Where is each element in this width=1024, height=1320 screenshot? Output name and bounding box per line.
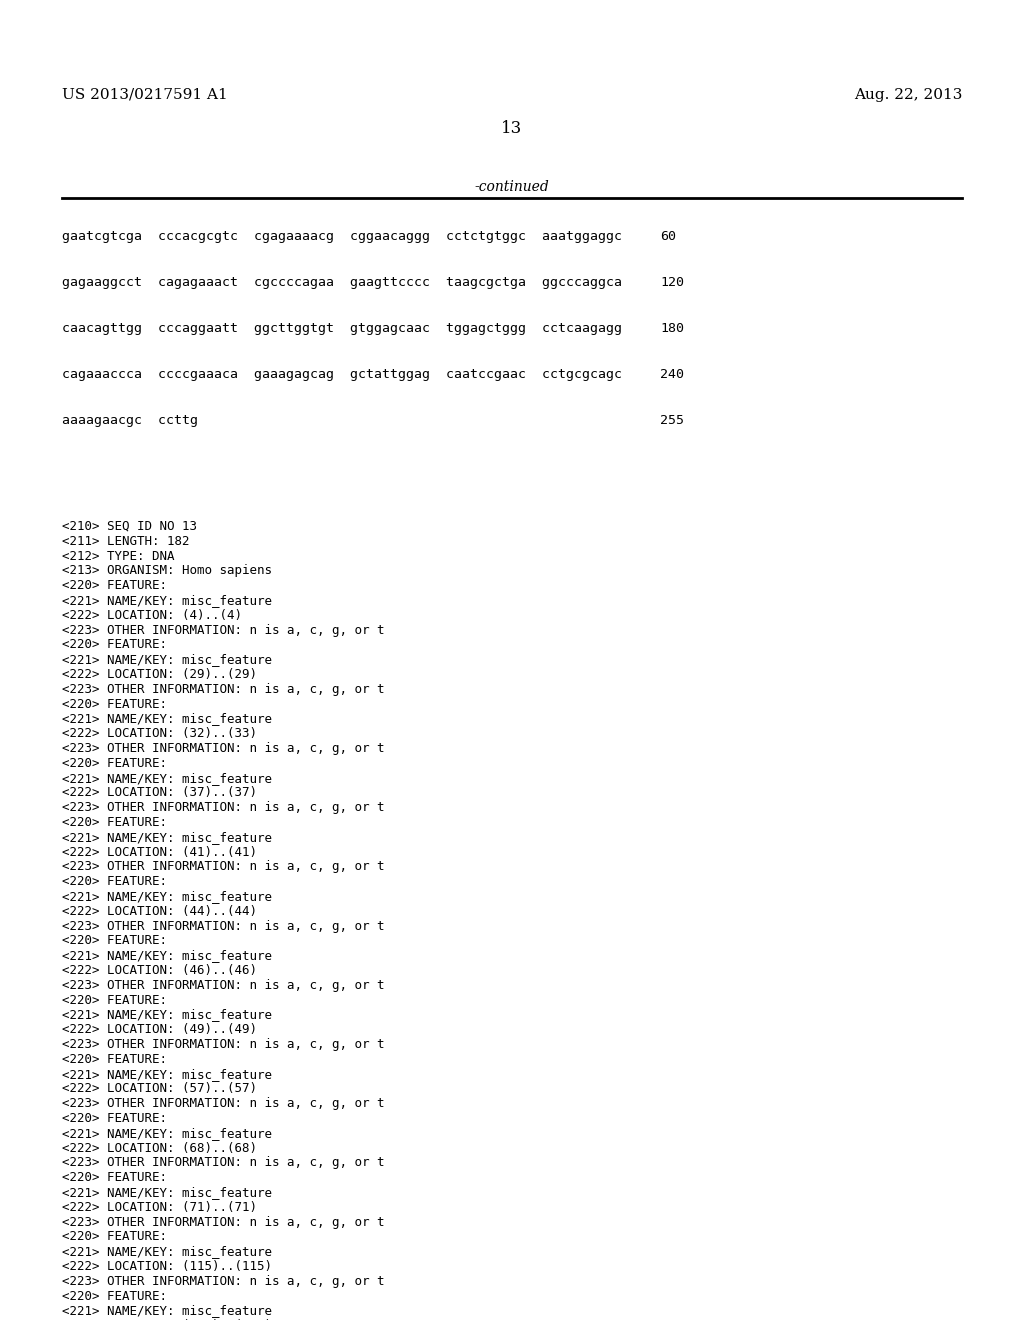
Text: <210> SEQ ID NO 13: <210> SEQ ID NO 13 [62,520,197,533]
Text: 180: 180 [660,322,684,335]
Text: <223> OTHER INFORMATION: n is a, c, g, or t: <223> OTHER INFORMATION: n is a, c, g, o… [62,623,384,636]
Text: <223> OTHER INFORMATION: n is a, c, g, or t: <223> OTHER INFORMATION: n is a, c, g, o… [62,920,384,933]
Text: 240: 240 [660,368,684,381]
Text: <222> LOCATION: (57)..(57): <222> LOCATION: (57)..(57) [62,1082,257,1096]
Text: <220> FEATURE:: <220> FEATURE: [62,1111,167,1125]
Text: <222> LOCATION: (4)..(4): <222> LOCATION: (4)..(4) [62,609,242,622]
Text: aaaagaacgc  ccttg: aaaagaacgc ccttg [62,414,198,426]
Text: <221> NAME/KEY: misc_feature: <221> NAME/KEY: misc_feature [62,653,272,667]
Text: <222> LOCATION: (46)..(46): <222> LOCATION: (46)..(46) [62,964,257,977]
Text: <222> LOCATION: (71)..(71): <222> LOCATION: (71)..(71) [62,1201,257,1214]
Text: <220> FEATURE:: <220> FEATURE: [62,994,167,1007]
Text: <220> FEATURE:: <220> FEATURE: [62,579,167,593]
Text: <221> NAME/KEY: misc_feature: <221> NAME/KEY: misc_feature [62,1304,272,1317]
Text: <223> OTHER INFORMATION: n is a, c, g, or t: <223> OTHER INFORMATION: n is a, c, g, o… [62,1097,384,1110]
Text: <221> NAME/KEY: misc_feature: <221> NAME/KEY: misc_feature [62,949,272,962]
Text: <221> NAME/KEY: misc_feature: <221> NAME/KEY: misc_feature [62,594,272,607]
Text: <223> OTHER INFORMATION: n is a, c, g, or t: <223> OTHER INFORMATION: n is a, c, g, o… [62,861,384,874]
Text: <221> NAME/KEY: misc_feature: <221> NAME/KEY: misc_feature [62,1185,272,1199]
Text: <222> LOCATION: (49)..(49): <222> LOCATION: (49)..(49) [62,1023,257,1036]
Text: US 2013/0217591 A1: US 2013/0217591 A1 [62,88,227,102]
Text: Aug. 22, 2013: Aug. 22, 2013 [854,88,962,102]
Text: <220> FEATURE:: <220> FEATURE: [62,1171,167,1184]
Text: -continued: -continued [475,180,549,194]
Text: <221> NAME/KEY: misc_feature: <221> NAME/KEY: misc_feature [62,1245,272,1258]
Text: <222> LOCATION: (37)..(37): <222> LOCATION: (37)..(37) [62,787,257,800]
Text: <220> FEATURE:: <220> FEATURE: [62,875,167,888]
Text: 13: 13 [502,120,522,137]
Text: <221> NAME/KEY: misc_feature: <221> NAME/KEY: misc_feature [62,1127,272,1139]
Text: <221> NAME/KEY: misc_feature: <221> NAME/KEY: misc_feature [62,830,272,843]
Text: <221> NAME/KEY: misc_feature: <221> NAME/KEY: misc_feature [62,890,272,903]
Text: <222> LOCATION: (32)..(33): <222> LOCATION: (32)..(33) [62,727,257,741]
Text: <222> LOCATION: (44)..(44): <222> LOCATION: (44)..(44) [62,904,257,917]
Text: <220> FEATURE:: <220> FEATURE: [62,697,167,710]
Text: <222> LOCATION: (41)..(41): <222> LOCATION: (41)..(41) [62,846,257,858]
Text: <223> OTHER INFORMATION: n is a, c, g, or t: <223> OTHER INFORMATION: n is a, c, g, o… [62,801,384,814]
Text: <220> FEATURE:: <220> FEATURE: [62,816,167,829]
Text: <223> OTHER INFORMATION: n is a, c, g, or t: <223> OTHER INFORMATION: n is a, c, g, o… [62,1275,384,1288]
Text: <220> FEATURE:: <220> FEATURE: [62,1230,167,1243]
Text: <220> FEATURE:: <220> FEATURE: [62,1290,167,1303]
Text: 120: 120 [660,276,684,289]
Text: <213> ORGANISM: Homo sapiens: <213> ORGANISM: Homo sapiens [62,565,272,577]
Text: <222> LOCATION: (68)..(68): <222> LOCATION: (68)..(68) [62,1142,257,1155]
Text: <221> NAME/KEY: misc_feature: <221> NAME/KEY: misc_feature [62,772,272,784]
Text: <221> NAME/KEY: misc_feature: <221> NAME/KEY: misc_feature [62,1068,272,1081]
Text: <222> LOCATION: (29)..(29): <222> LOCATION: (29)..(29) [62,668,257,681]
Text: <220> FEATURE:: <220> FEATURE: [62,1053,167,1065]
Text: <221> NAME/KEY: misc_feature: <221> NAME/KEY: misc_feature [62,1008,272,1022]
Text: <211> LENGTH: 182: <211> LENGTH: 182 [62,535,189,548]
Text: <212> TYPE: DNA: <212> TYPE: DNA [62,549,174,562]
Text: <220> FEATURE:: <220> FEATURE: [62,935,167,948]
Text: <223> OTHER INFORMATION: n is a, c, g, or t: <223> OTHER INFORMATION: n is a, c, g, o… [62,1038,384,1051]
Text: <223> OTHER INFORMATION: n is a, c, g, or t: <223> OTHER INFORMATION: n is a, c, g, o… [62,1216,384,1229]
Text: caacagttgg  cccaggaatt  ggcttggtgt  gtggagcaac  tggagctggg  cctcaagagg: caacagttgg cccaggaatt ggcttggtgt gtggagc… [62,322,622,335]
Text: <222> LOCATION: (115)..(115): <222> LOCATION: (115)..(115) [62,1261,272,1272]
Text: <223> OTHER INFORMATION: n is a, c, g, or t: <223> OTHER INFORMATION: n is a, c, g, o… [62,979,384,991]
Text: <223> OTHER INFORMATION: n is a, c, g, or t: <223> OTHER INFORMATION: n is a, c, g, o… [62,742,384,755]
Text: 255: 255 [660,414,684,426]
Text: gaatcgtcga  cccacgcgtc  cgagaaaacg  cggaacaggg  cctctgtggc  aaatggaggc: gaatcgtcga cccacgcgtc cgagaaaacg cggaaca… [62,230,622,243]
Text: <220> FEATURE:: <220> FEATURE: [62,756,167,770]
Text: gagaaggcct  cagagaaact  cgccccagaa  gaagttcccc  taagcgctga  ggcccaggca: gagaaggcct cagagaaact cgccccagaa gaagttc… [62,276,622,289]
Text: <223> OTHER INFORMATION: n is a, c, g, or t: <223> OTHER INFORMATION: n is a, c, g, o… [62,1156,384,1170]
Text: <221> NAME/KEY: misc_feature: <221> NAME/KEY: misc_feature [62,713,272,726]
Text: <220> FEATURE:: <220> FEATURE: [62,639,167,651]
Text: cagaaaccca  ccccgaaaca  gaaagagcag  gctattggag  caatccgaac  cctgcgcagc: cagaaaccca ccccgaaaca gaaagagcag gctattg… [62,368,622,381]
Text: <223> OTHER INFORMATION: n is a, c, g, or t: <223> OTHER INFORMATION: n is a, c, g, o… [62,682,384,696]
Text: 60: 60 [660,230,676,243]
